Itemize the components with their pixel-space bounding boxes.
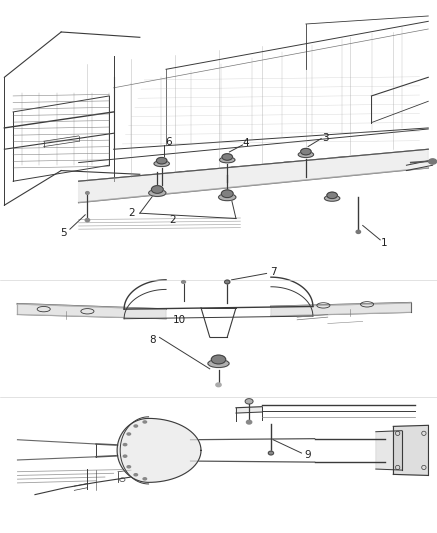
Ellipse shape [154, 161, 170, 166]
Text: 7: 7 [270, 268, 277, 277]
Ellipse shape [429, 159, 437, 164]
Ellipse shape [123, 455, 127, 457]
Ellipse shape [324, 196, 340, 201]
Polygon shape [271, 303, 411, 316]
Ellipse shape [86, 191, 89, 194]
Ellipse shape [356, 230, 361, 233]
Polygon shape [17, 304, 166, 319]
Ellipse shape [143, 478, 146, 480]
Ellipse shape [208, 359, 229, 368]
Ellipse shape [143, 421, 146, 423]
Ellipse shape [298, 152, 314, 158]
Text: 4: 4 [243, 138, 250, 148]
Text: 10: 10 [173, 315, 186, 325]
Ellipse shape [152, 185, 163, 193]
Text: 2: 2 [128, 208, 135, 218]
Ellipse shape [149, 189, 166, 196]
Text: 1: 1 [381, 238, 388, 247]
Ellipse shape [245, 399, 253, 404]
Ellipse shape [134, 474, 138, 476]
Polygon shape [79, 149, 428, 203]
Text: 2: 2 [169, 215, 176, 224]
Ellipse shape [301, 148, 311, 155]
Ellipse shape [85, 219, 90, 222]
Ellipse shape [222, 190, 233, 198]
Ellipse shape [127, 466, 131, 468]
Text: 8: 8 [149, 335, 156, 345]
Polygon shape [376, 431, 402, 470]
Ellipse shape [127, 433, 131, 435]
Polygon shape [117, 418, 201, 482]
Ellipse shape [216, 383, 221, 387]
Text: 6: 6 [165, 138, 172, 147]
Text: 5: 5 [60, 228, 67, 238]
Ellipse shape [123, 443, 127, 446]
Ellipse shape [212, 355, 226, 364]
Ellipse shape [222, 154, 232, 160]
Ellipse shape [218, 193, 236, 200]
Ellipse shape [246, 420, 252, 424]
Polygon shape [393, 425, 428, 475]
Ellipse shape [156, 157, 167, 164]
Ellipse shape [182, 280, 185, 284]
Text: 3: 3 [322, 133, 329, 142]
Text: 9: 9 [305, 450, 312, 459]
Ellipse shape [327, 192, 337, 199]
Polygon shape [236, 407, 262, 413]
Ellipse shape [219, 157, 235, 163]
Ellipse shape [134, 425, 138, 427]
Ellipse shape [225, 280, 230, 284]
Ellipse shape [268, 451, 274, 455]
